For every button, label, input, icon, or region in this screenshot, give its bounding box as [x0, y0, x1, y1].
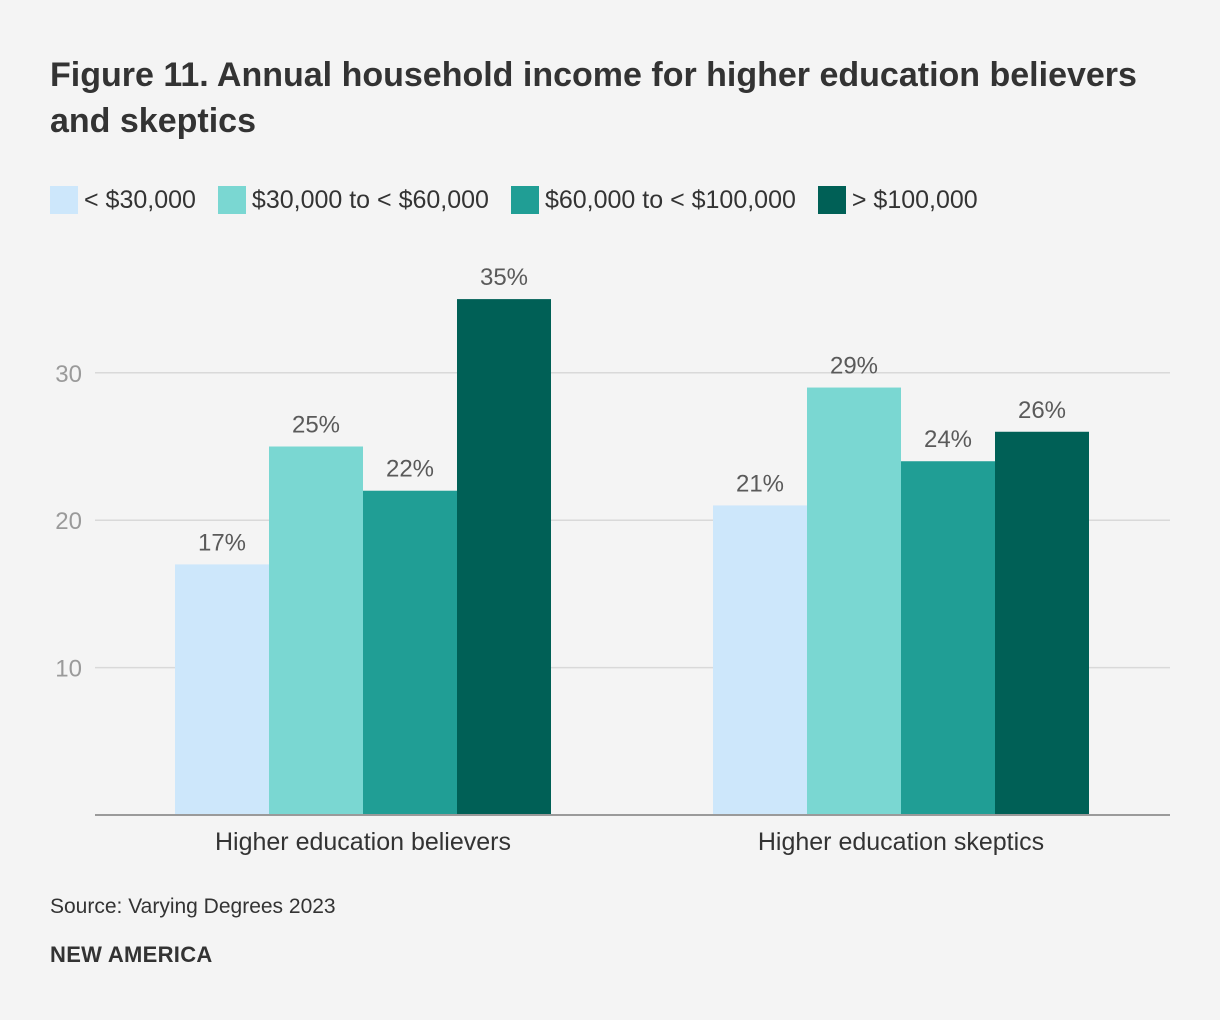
data-label: 35% [480, 264, 528, 291]
legend-label: $30,000 to < $60,000 [251, 185, 489, 214]
data-label: 24% [924, 426, 972, 453]
legend-item: > $100,000 [817, 185, 978, 215]
y-tick-label: 10 [55, 656, 82, 683]
data-label: 29% [830, 353, 878, 380]
data-label: 26% [1018, 397, 1066, 424]
y-tick-label: 30 [55, 361, 82, 388]
brand-name: NEW AMERICA [50, 942, 213, 967]
legend-item: $60,000 to < $100,000 [510, 185, 796, 215]
x-category-label: Higher education believers [215, 828, 511, 856]
legend-label: < $30,000 [84, 185, 196, 214]
legend-swatch [50, 186, 78, 214]
legend-label: $60,000 to < $100,000 [544, 185, 796, 214]
bar [457, 299, 551, 816]
bar [901, 461, 995, 815]
bar-chart: 10 20 30 17% 25% 22% 35% Higher education belie… [55, 264, 1170, 856]
source-note: Source: Varying Degrees 2023 [50, 895, 336, 918]
data-label: 25% [292, 412, 340, 439]
legend-swatch [217, 186, 246, 214]
y-tick-label: 20 [55, 508, 82, 535]
legend-swatch [817, 186, 846, 214]
bar [175, 564, 269, 815]
bar [713, 505, 807, 815]
data-label: 22% [386, 456, 434, 483]
bar [363, 490, 457, 815]
legend-swatch [510, 186, 539, 214]
data-label: 21% [736, 470, 784, 497]
data-label: 17% [198, 529, 246, 556]
legend: < $30,000 $30,000 to < $60,000 $60,000 to … [50, 184, 1000, 216]
bar [995, 431, 1089, 815]
bar [269, 446, 363, 815]
bar [807, 387, 901, 815]
legend-label: > $100,000 [851, 185, 978, 214]
legend-item: $30,000 to < $60,000 [217, 185, 489, 215]
chart-title: Figure 11. Annual household income for h… [50, 56, 1137, 140]
legend-item: < $30,000 [50, 186, 196, 215]
x-category-label: Higher education skeptics [758, 828, 1044, 856]
